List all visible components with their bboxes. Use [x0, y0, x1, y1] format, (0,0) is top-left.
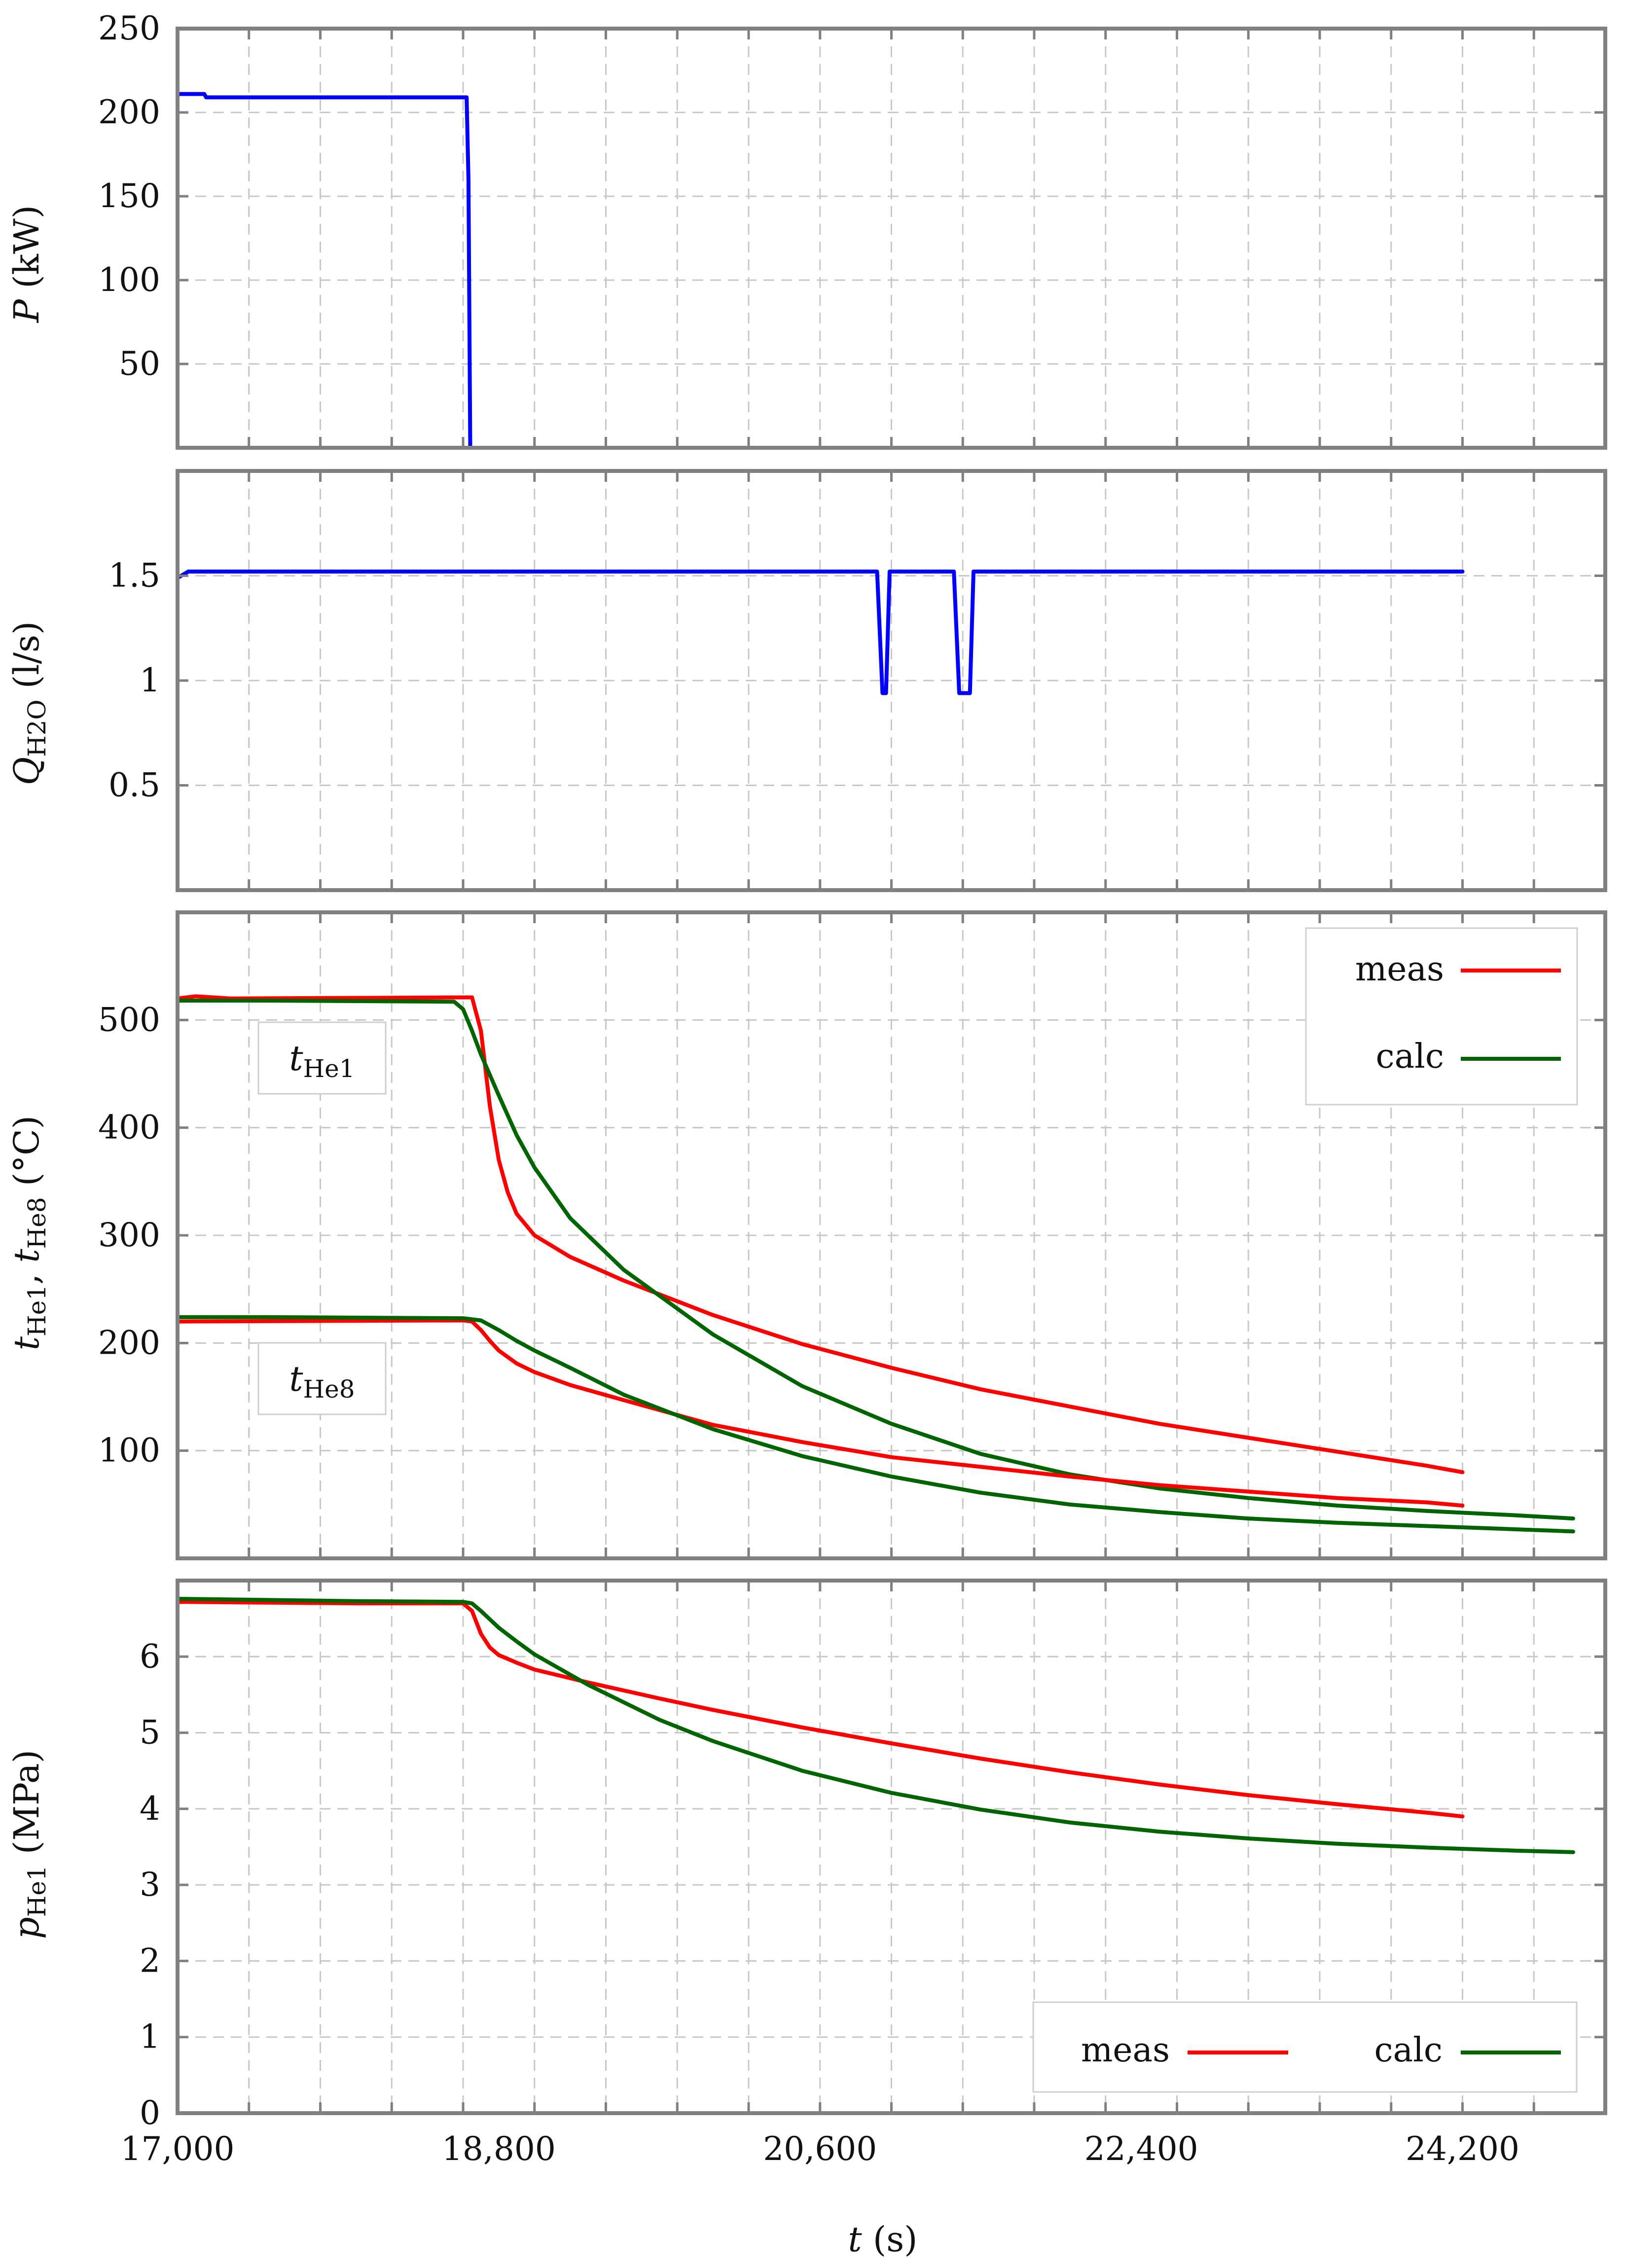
temperature-legend: meas calc — [1305, 927, 1578, 1106]
y-tick-label: 1 — [140, 2018, 160, 2056]
series-line-calc — [176, 1597, 1575, 1854]
y-tick-label: 1.5 — [108, 557, 160, 595]
flow-ylabel: QH2O (l/s) — [6, 621, 51, 786]
series-line-calc-the1 — [176, 999, 1575, 1521]
legend-calc-label: calc — [1376, 1037, 1444, 1076]
y-tick-label: 400 — [98, 1109, 160, 1147]
flow-panel: 0.5 1 1.5 QH2O (l/s) — [6, 469, 1607, 892]
power-ylabel: P (kW) — [6, 205, 47, 324]
temperature-panel: 100 200 300 400 500 tHe1, tHe8 (°C) tHe1 tHe… — [6, 910, 1607, 1560]
y-tick-label: 3 — [140, 1866, 160, 1904]
y-tick-label: 150 — [98, 177, 160, 215]
y-tick-label: 0.5 — [108, 766, 160, 804]
series-line-meas — [176, 1600, 1465, 1819]
y-tick-label: 500 — [98, 1001, 160, 1039]
y-tick-label: 50 — [119, 345, 160, 383]
y-tick-label: 100 — [98, 1432, 160, 1470]
y-tick-label: 2 — [140, 1942, 160, 1980]
svg-text:tHe1: tHe1 — [289, 1038, 355, 1083]
time-xlabel: t (s) — [848, 2219, 918, 2260]
pressure-legend: meas calc — [1032, 2001, 1578, 2093]
y-tick-label: 5 — [140, 1714, 160, 1752]
x-tick-label: 22,400 — [1084, 2130, 1198, 2168]
x-tick-label: 17,000 — [121, 2130, 235, 2168]
series-line-p — [176, 92, 472, 450]
series-line-calc-the8 — [176, 1315, 1575, 1534]
pressure-legend-meas-label: meas — [1081, 2031, 1170, 2070]
y-tick-label: 200 — [98, 1324, 160, 1362]
temperature-ylabel: tHe1, tHe8 (°C) — [6, 1116, 51, 1350]
x-tick-label: 24,200 — [1406, 2130, 1519, 2168]
pressure-panel: 0 1 2 3 4 5 6 17,000 18,800 20,600 22,400 24,200 pH… — [6, 1579, 1607, 2260]
y-tick-label: 300 — [98, 1216, 160, 1254]
series-line-meas-the1 — [176, 994, 1465, 1475]
y-tick-label: 1 — [140, 661, 160, 699]
x-tick-label: 20,600 — [763, 2130, 877, 2168]
y-tick-label: 0 — [140, 2094, 160, 2132]
svg-text:tHe8: tHe8 — [289, 1359, 355, 1404]
y-tick-label: 4 — [140, 1790, 160, 1828]
annotation-the1: tHe1 — [257, 1021, 387, 1095]
y-tick-label: 250 — [98, 9, 160, 47]
pressure-ylabel: pHe1 (MPa) — [6, 1750, 51, 1939]
pressure-legend-calc-label: calc — [1374, 2031, 1443, 2070]
power-panel: 50 100 150 200 250 P (kW) — [6, 9, 1607, 450]
y-tick-label: 6 — [140, 1637, 160, 1675]
x-tick-label: 18,800 — [442, 2130, 556, 2168]
y-tick-label: 100 — [98, 261, 160, 299]
series-line-q_h2o — [176, 570, 1465, 695]
annotation-the8: tHe8 — [257, 1342, 387, 1415]
y-tick-label: 200 — [98, 93, 160, 131]
legend-meas-label: meas — [1355, 950, 1444, 989]
